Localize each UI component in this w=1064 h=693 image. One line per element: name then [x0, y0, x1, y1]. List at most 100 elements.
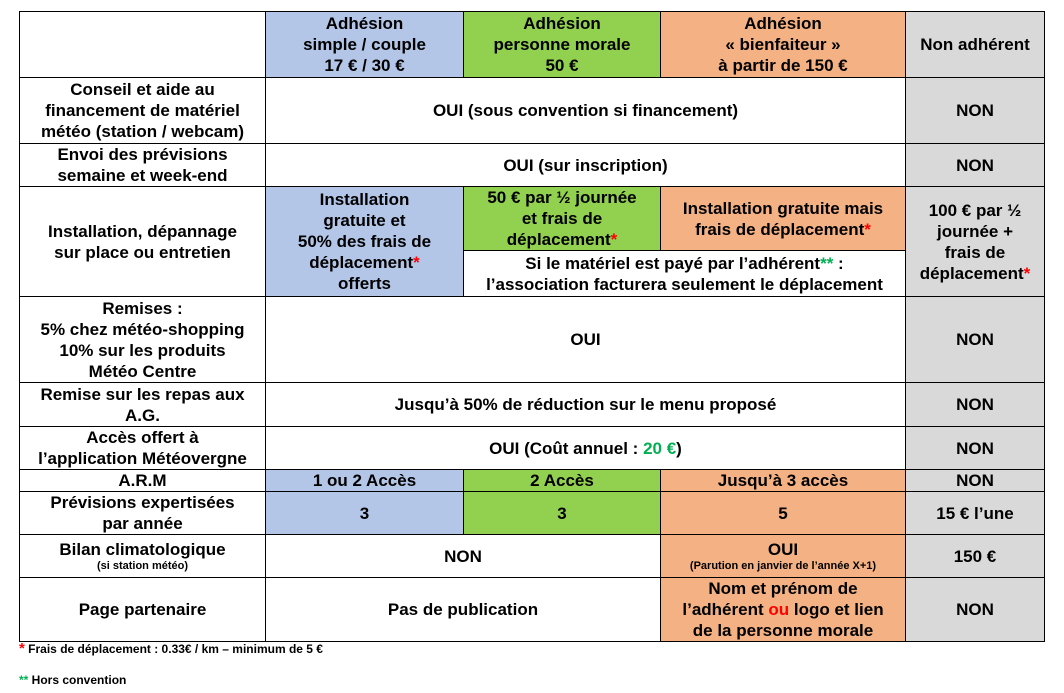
- label-line: Bilan climatologique: [59, 540, 226, 559]
- members-value-remises: OUI: [265, 296, 906, 383]
- cell-line: l’adhérent ou logo et lien: [664, 599, 902, 620]
- header-orange-line2: « bienfaiteur »: [725, 35, 841, 54]
- cell-line: Installation gratuite mais: [682, 198, 884, 218]
- label-line: Remise sur les repas aux: [40, 384, 245, 404]
- label-line: météo (station / webcam): [40, 122, 245, 141]
- double-asterisk-mark: **: [820, 253, 834, 273]
- cell-text: frais de déplacement: [695, 219, 865, 239]
- cell-text: OUI (Coût annuel :: [489, 438, 644, 458]
- cell-line: de la personne morale: [692, 621, 874, 640]
- header-green-line2: personne morale: [493, 35, 631, 54]
- label-line: Prévisions expertisées: [50, 493, 235, 512]
- label-line: par année: [102, 514, 183, 533]
- previsions-orange-cell: 5: [660, 491, 906, 535]
- non-value-remises: NON: [905, 296, 1045, 383]
- cell-line: Si le matériel est payé par l’adhérent**…: [467, 253, 902, 274]
- row-label-acces: Accès offert à l’application Météovergne: [19, 426, 266, 470]
- non-value-acces: NON: [905, 426, 1045, 470]
- arm-orange-cell: Jusqu’à 3 accès: [660, 469, 906, 492]
- arm-blue-cell: 1 ou 2 Accès: [265, 469, 464, 492]
- members-value-envoi: OUI (sur inscription): [265, 143, 906, 187]
- cell-line: offerts: [338, 274, 391, 293]
- row-installation: Installation, dépannage sur place ou ent…: [19, 186, 1045, 297]
- cell-line: OUI: [767, 540, 799, 559]
- row-previsions: Prévisions expertisées par année 3 3 5 1…: [19, 491, 1045, 535]
- label-line: A.G.: [125, 405, 160, 425]
- cell-text: déplacement: [506, 230, 611, 249]
- row-page-partenaire: Page partenaire Pas de publication Nom e…: [19, 577, 1045, 642]
- previsions-blue-cell: 3: [265, 491, 464, 535]
- header-orange-line3: à partir de 150 €: [718, 56, 848, 75]
- membership-table: Adhésion simple / couple 17 € / 30 € Adh…: [19, 11, 1045, 642]
- label-line: financement de matériel: [45, 101, 240, 120]
- label-line: Remises :: [102, 298, 183, 318]
- installation-green-cell: 50 € par ½ journée et frais de déplaceme…: [463, 186, 661, 251]
- cell-line: gratuite et: [323, 211, 406, 230]
- cell-line: frais de déplacement*: [664, 219, 902, 240]
- asterisk-mark: *: [19, 640, 25, 657]
- cell-line: Nom et prénom de: [708, 579, 858, 598]
- bilan-grey-cell: 150 €: [905, 534, 1045, 578]
- cell-line: déplacement*: [909, 263, 1041, 284]
- arm-grey-cell: NON: [905, 469, 1045, 492]
- asterisk-mark: *: [864, 219, 871, 239]
- bilan-blue-green-cell: NON: [265, 534, 661, 578]
- cell-line: Installation: [319, 190, 410, 209]
- row-bilan: Bilan climatologique (si station météo) …: [19, 534, 1045, 578]
- ou-text: ou: [768, 600, 790, 619]
- cell-line: journée +: [936, 221, 1014, 241]
- row-label-installation: Installation, dépannage sur place ou ent…: [19, 186, 266, 297]
- members-value-repas: Jusqu’à 50% de réduction sur le menu pro…: [265, 382, 906, 427]
- cell-line: déplacement*: [269, 252, 460, 273]
- header-blue-line1: Adhésion: [325, 14, 404, 33]
- footnote-text: Frais de déplacement : 0.33€ / km – mini…: [24, 642, 323, 656]
- cell-line: 50% des frais de: [297, 232, 432, 251]
- bilan-orange-cell: OUI (Parution en janvier de l’année X+1): [660, 534, 906, 578]
- footnote-text: Hors convention: [28, 673, 127, 687]
- page-grey-cell: NON: [905, 577, 1045, 642]
- row-conseil: Conseil et aide au financement de matéri…: [19, 77, 1045, 144]
- label-line: Accès offert à: [86, 428, 199, 447]
- row-label-envoi: Envoi des prévisions semaine et week-end: [19, 143, 266, 187]
- row-label-arm: A.R.M: [19, 469, 266, 492]
- footnote-frais: * Frais de déplacement : 0.33€ / km – mi…: [19, 640, 323, 657]
- header-green-line3: 50 €: [545, 56, 579, 75]
- header-adhesion-simple: Adhésion simple / couple 17 € / 30 €: [265, 11, 464, 78]
- cell-line: 100 € par ½: [928, 200, 1022, 220]
- members-value-acces: OUI (Coût annuel : 20 €): [265, 426, 906, 470]
- cell-text: l’adhérent: [682, 600, 769, 619]
- cell-text: logo et lien: [789, 600, 884, 619]
- row-arm: A.R.M 1 ou 2 Accès 2 Accès Jusqu’à 3 acc…: [19, 469, 1045, 492]
- row-label-repas: Remise sur les repas aux A.G.: [19, 382, 266, 427]
- label-line: 10% sur les produits: [59, 340, 226, 360]
- cell-text: :: [833, 253, 844, 273]
- non-value-envoi: NON: [905, 143, 1045, 187]
- label-line: Installation, dépannage: [48, 221, 237, 241]
- cell-text: Si le matériel est payé par l’adhérent: [525, 253, 821, 273]
- label-line: sur place ou entretien: [54, 242, 231, 262]
- row-label-bilan: Bilan climatologique (si station météo): [19, 534, 266, 578]
- label-line: Météo Centre: [88, 361, 197, 381]
- label-line: Envoi des prévisions: [57, 145, 228, 164]
- header-orange-line1: Adhésion: [744, 14, 822, 33]
- label-line: semaine et week-end: [57, 166, 228, 185]
- cell-text: déplacement: [309, 253, 414, 272]
- asterisk-mark: *: [610, 230, 618, 249]
- cell-line: et frais de: [521, 209, 603, 228]
- cell-text: ): [676, 438, 682, 458]
- previsions-green-cell: 3: [463, 491, 661, 535]
- row-label-conseil: Conseil et aide au financement de matéri…: [19, 77, 266, 144]
- header-row: Adhésion simple / couple 17 € / 30 € Adh…: [19, 11, 1045, 78]
- installation-orange-cell: Installation gratuite mais frais de dépl…: [660, 186, 906, 251]
- non-value-repas: NON: [905, 382, 1045, 427]
- page-orange-cell: Nom et prénom de l’adhérent ou logo et l…: [660, 577, 906, 642]
- row-label-page: Page partenaire: [19, 577, 266, 642]
- cell-line: 50 € par ½ journée: [487, 188, 637, 207]
- header-empty-cell: [19, 11, 266, 78]
- cell-line: déplacement*: [467, 229, 657, 250]
- row-label-remises: Remises : 5% chez météo-shopping 10% sur…: [19, 296, 266, 383]
- row-label-previsions: Prévisions expertisées par année: [19, 491, 266, 535]
- header-blue-line3: 17 € / 30 €: [324, 56, 405, 75]
- asterisk-mark: *: [1023, 263, 1031, 283]
- cell-line: frais de: [944, 242, 1006, 262]
